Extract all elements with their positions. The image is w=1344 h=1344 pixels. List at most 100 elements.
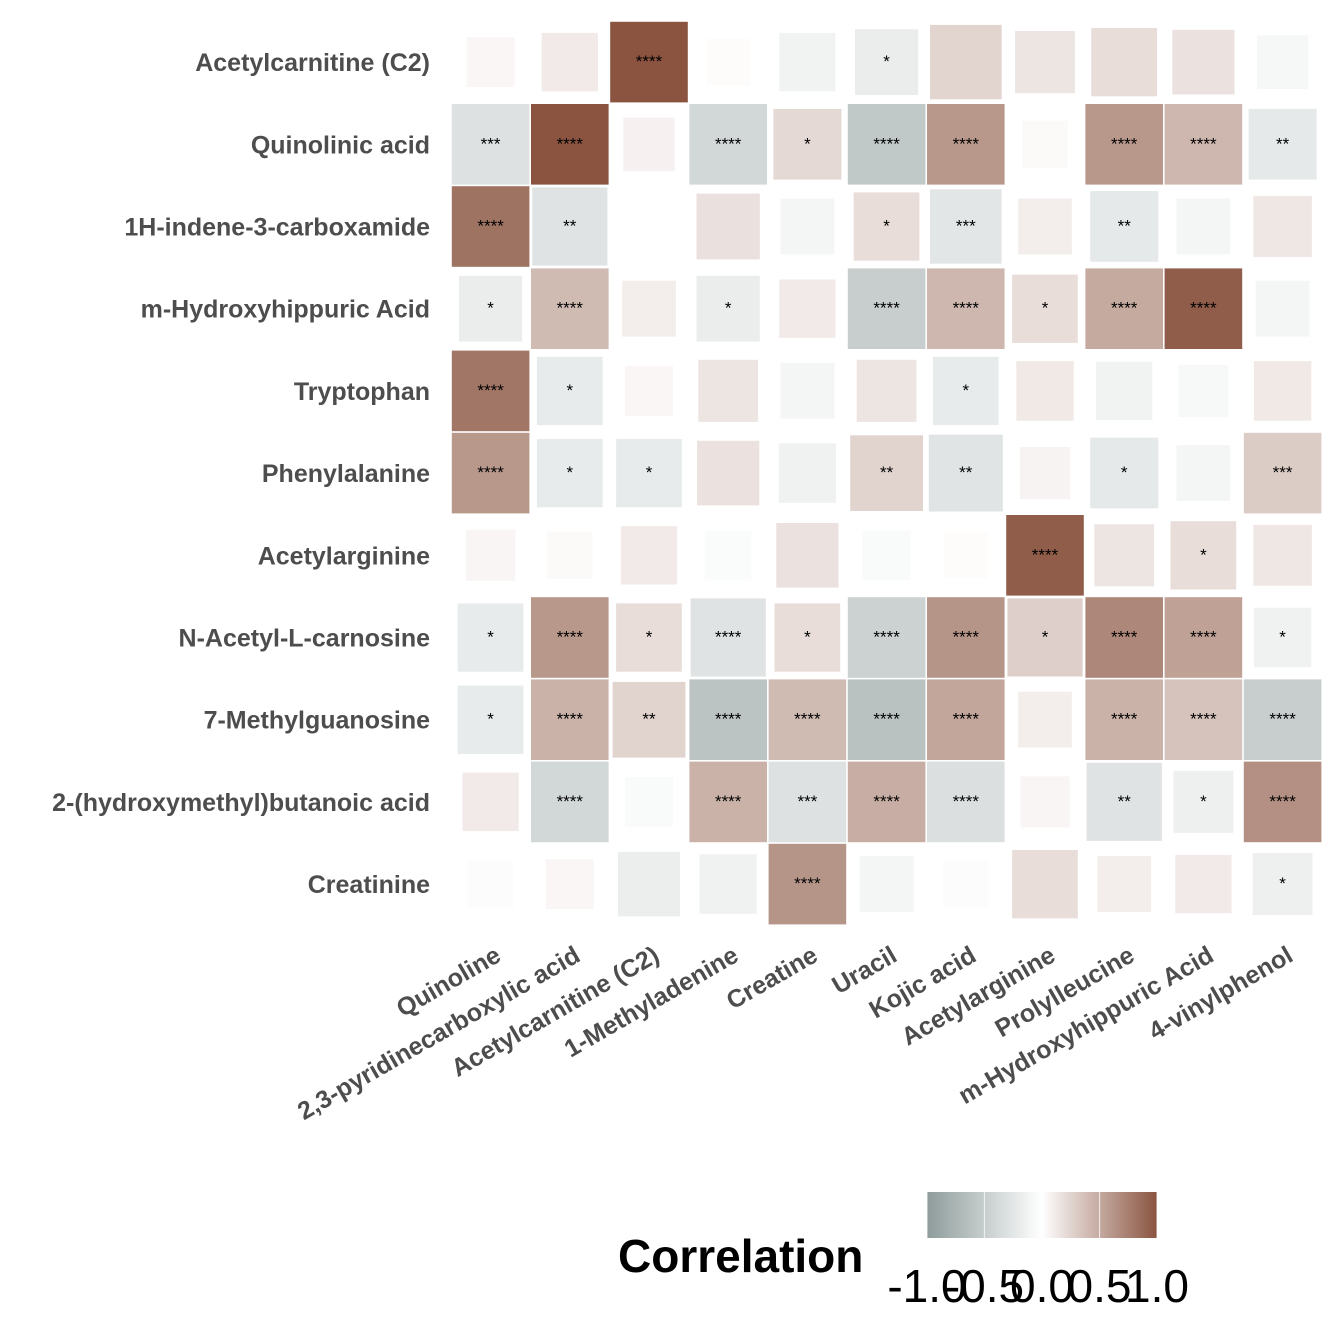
heatmap-cell bbox=[779, 32, 836, 92]
significance-label: **** bbox=[715, 792, 742, 811]
heatmap-cell bbox=[697, 440, 760, 506]
significance-label: **** bbox=[873, 628, 900, 647]
heatmap-cell bbox=[1097, 856, 1152, 912]
heatmap-cell bbox=[698, 359, 759, 422]
legend-tick-label: -1.0 bbox=[887, 1260, 966, 1312]
heatmap-cell bbox=[1173, 770, 1234, 833]
significance-label: * bbox=[804, 628, 811, 647]
heatmap-cell bbox=[689, 679, 767, 760]
heatmap-cell bbox=[696, 193, 760, 260]
significance-label: * bbox=[804, 134, 811, 153]
heatmap-cell bbox=[780, 362, 835, 419]
heatmap-cell bbox=[1090, 191, 1159, 262]
heatmap-cell bbox=[856, 359, 917, 422]
significance-label: **** bbox=[636, 52, 663, 71]
y-tick-label: Acetylcarnitine (C2) bbox=[195, 49, 430, 77]
heatmap-cell bbox=[625, 777, 673, 827]
significance-label: **** bbox=[1269, 710, 1296, 729]
heatmap-cell bbox=[1022, 120, 1068, 168]
heatmap-cell bbox=[1094, 524, 1155, 587]
heatmap-cell bbox=[847, 679, 926, 760]
significance-label: **** bbox=[477, 217, 504, 236]
y-tick-label: N-Acetyl-L-carnosine bbox=[179, 625, 431, 653]
heatmap-cell bbox=[774, 603, 841, 672]
legend-title: Correlation bbox=[618, 1230, 863, 1282]
significance-label: **** bbox=[1190, 134, 1217, 153]
legend-tick-label: 0.0 bbox=[1010, 1260, 1074, 1312]
significance-label: **** bbox=[953, 628, 980, 647]
heatmap-cell bbox=[451, 104, 530, 185]
heatmap-cell bbox=[1164, 268, 1243, 349]
heatmap-cell bbox=[706, 39, 751, 86]
significance-label: **** bbox=[953, 792, 980, 811]
heatmap-cell bbox=[1012, 274, 1078, 343]
heatmap-cell bbox=[1086, 762, 1162, 841]
significance-label: **** bbox=[1190, 710, 1217, 729]
heatmap-cell bbox=[1170, 521, 1237, 590]
heatmap-cell bbox=[780, 198, 835, 255]
heatmap-cell bbox=[1164, 679, 1243, 760]
heatmap-cell bbox=[930, 189, 1002, 264]
heatmap-cell bbox=[458, 275, 523, 342]
significance-label: * bbox=[1121, 463, 1128, 482]
heatmap-cell bbox=[932, 356, 999, 426]
significance-label: * bbox=[646, 628, 653, 647]
y-tick-label: Creatinine bbox=[308, 871, 430, 899]
heatmap-cell bbox=[1255, 280, 1310, 337]
heatmap-cell bbox=[943, 532, 988, 579]
significance-label: ** bbox=[642, 710, 656, 729]
heatmap-cell bbox=[531, 104, 609, 185]
significance-label: *** bbox=[481, 134, 501, 153]
color-legend: -1.0-0.50.00.51.0 Correlation bbox=[618, 1192, 1189, 1312]
heatmap-cells bbox=[451, 21, 1322, 925]
significance-label: * bbox=[883, 52, 890, 71]
y-tick-label: 2-(hydroxymethyl)butanoic acid bbox=[52, 789, 430, 817]
heatmap-cell bbox=[622, 280, 676, 337]
significance-label: * bbox=[566, 463, 573, 482]
significance-stars: **** **** **** **** * **** **** **** **** ****** *… bbox=[477, 52, 1296, 893]
heatmap-cell bbox=[927, 679, 1005, 760]
significance-label: * bbox=[1200, 792, 1207, 811]
heatmap-cell bbox=[1175, 854, 1232, 914]
significance-label: **** bbox=[557, 134, 584, 153]
heatmap-cell bbox=[847, 761, 926, 843]
heatmap-cell bbox=[1085, 597, 1163, 678]
significance-label: * bbox=[487, 299, 494, 318]
significance-label: **** bbox=[873, 792, 900, 811]
heatmap-cell bbox=[625, 366, 673, 416]
significance-label: **** bbox=[1111, 628, 1138, 647]
heatmap-cell bbox=[1007, 598, 1083, 677]
heatmap-cell bbox=[1012, 850, 1078, 919]
heatmap-cell bbox=[1090, 437, 1159, 509]
significance-label: **** bbox=[953, 299, 980, 318]
significance-label: **** bbox=[557, 792, 584, 811]
significance-label: **** bbox=[557, 628, 584, 647]
significance-label: **** bbox=[1190, 299, 1217, 318]
significance-label: **** bbox=[557, 710, 584, 729]
significance-label: **** bbox=[1111, 134, 1138, 153]
significance-label: **** bbox=[715, 710, 742, 729]
heatmap-cell bbox=[768, 761, 847, 843]
heatmap-cell bbox=[623, 117, 675, 172]
heatmap-cell bbox=[547, 531, 593, 579]
heatmap-cell bbox=[532, 187, 608, 266]
significance-label: **** bbox=[1111, 710, 1138, 729]
heatmap-cell bbox=[1015, 31, 1075, 94]
y-tick-label: m-Hydroxyhippuric Acid bbox=[141, 296, 430, 324]
heatmap-cell bbox=[776, 523, 839, 588]
heatmap-cell bbox=[943, 860, 989, 908]
significance-label: *** bbox=[797, 792, 817, 811]
heatmap-cell bbox=[1248, 108, 1317, 180]
heatmap-cell bbox=[847, 104, 926, 185]
heatmap-cell bbox=[768, 679, 847, 760]
significance-label: **** bbox=[715, 134, 742, 153]
heatmap-cell bbox=[1020, 776, 1070, 828]
significance-label: **** bbox=[873, 134, 900, 153]
heatmap-cell bbox=[1096, 361, 1153, 421]
heatmap-cell bbox=[451, 186, 530, 267]
heatmap-cell bbox=[1019, 447, 1071, 500]
heatmap-cell bbox=[1018, 198, 1072, 255]
heatmap-cell bbox=[773, 108, 842, 180]
